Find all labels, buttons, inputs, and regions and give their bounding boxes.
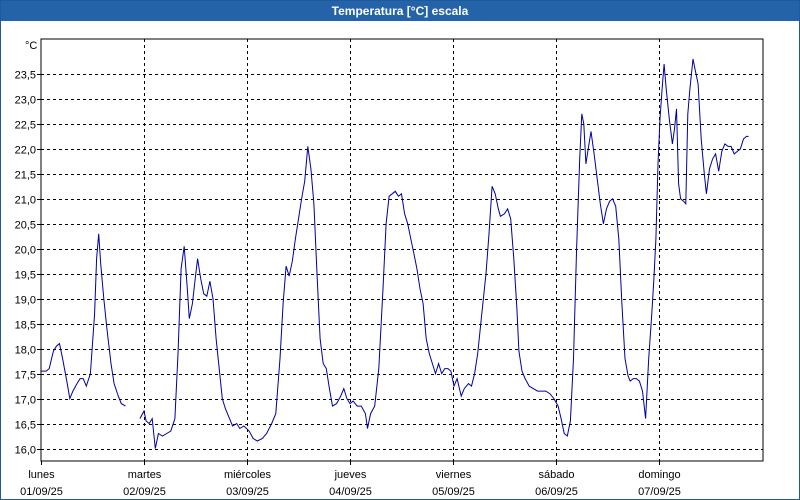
x-tick-date-label: 06/09/25 [535, 486, 578, 498]
grid [41, 39, 763, 461]
y-tick-label: 22,5 [15, 120, 36, 132]
x-tick-date-label: 04/09/25 [329, 486, 372, 498]
x-tick-day-label: jueves [334, 469, 367, 481]
y-tick-label: 17,5 [15, 370, 36, 382]
y-tick-label: 20,5 [15, 220, 36, 232]
x-tick-day-label: domingo [638, 469, 680, 481]
x-tick-day-label: martes [128, 469, 162, 481]
x-tick-date-label: 07/09/25 [638, 486, 681, 498]
y-tick-label: 22,0 [15, 145, 36, 157]
x-tick-day-label: sábado [538, 469, 574, 481]
y-tick-label: 23,0 [15, 95, 36, 107]
y-axis-unit: °C [25, 40, 37, 52]
y-axis: 16,0 16,5 17,0 17,5 18,0 18,5 19,0 19,5 20,0 20,5… [15, 70, 41, 457]
temperature-line [41, 233, 126, 407]
y-tick-label: 19,5 [15, 270, 36, 282]
x-tick-day-label: miércoles [224, 469, 272, 481]
y-tick-label: 18,0 [15, 345, 36, 357]
y-tick-label: 19,0 [15, 295, 36, 307]
x-tick-day-label: viernes [436, 469, 472, 481]
x-tick-date-label: 03/09/25 [226, 486, 269, 498]
x-tick-date-label: 02/09/25 [123, 486, 166, 498]
window-title: Temperatura [°C] escala [1, 1, 799, 21]
x-tick-date-label: 01/09/25 [20, 486, 63, 498]
y-tick-label: 23,5 [15, 70, 36, 82]
y-tick-label: 16,0 [15, 445, 36, 457]
y-tick-label: 20,0 [15, 245, 36, 257]
y-tick-label: 21,5 [15, 170, 36, 182]
series-group [41, 58, 749, 449]
temperature-line [139, 58, 749, 449]
y-tick-label: 16,5 [15, 420, 36, 432]
y-tick-label: 17,0 [15, 395, 36, 407]
y-tick-label: 21,0 [15, 195, 36, 207]
x-axis: lunes 01/09/25 martes 02/09/25 miércoles 03/0… [20, 461, 681, 498]
y-tick-label: 18,5 [15, 320, 36, 332]
x-tick-date-label: 05/09/25 [432, 486, 475, 498]
x-tick-day-label: lunes [28, 469, 55, 481]
